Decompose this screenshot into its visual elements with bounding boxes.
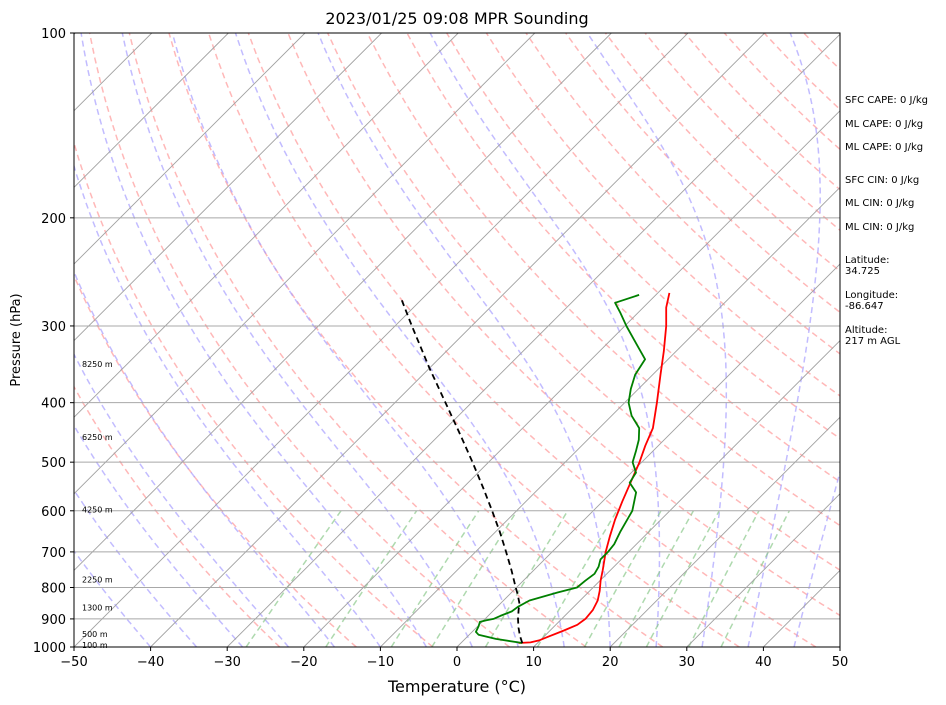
mixing-ratio-line — [720, 510, 790, 647]
x-tick-label: 30 — [679, 655, 696, 670]
ml-cape-text: ML CAPE: 0 J/kg — [845, 119, 924, 130]
dry-adiabat-line — [287, 33, 840, 617]
pressure-grid — [74, 33, 840, 647]
isotherm-line — [74, 33, 536, 495]
x-axis-label: Temperature (°C) — [387, 677, 526, 696]
y-tick-label: 700 — [41, 546, 66, 561]
height-label: 100 m — [82, 641, 108, 650]
isotherm-line — [74, 33, 612, 572]
height-label: 500 m — [82, 630, 108, 639]
moist-adiabat-line — [586, 33, 728, 647]
mixing-ratio-line — [688, 510, 760, 647]
x-tick-label: 50 — [832, 655, 849, 670]
y-tick-label: 100 — [41, 27, 66, 42]
x-tick-label: −10 — [367, 655, 394, 670]
dry-adiabat-line — [74, 385, 281, 647]
dry-adiabat-line — [74, 140, 434, 647]
y-tick-label: 300 — [41, 320, 66, 335]
moist-adiabat-line — [171, 33, 520, 647]
sounding-line — [518, 292, 671, 644]
y-tick-label: 800 — [41, 581, 66, 596]
dry-adiabat-line — [74, 273, 357, 647]
mixing-ratio-line — [484, 510, 569, 647]
y-axis-ticks: 100 200 300 400 500 600 700 800 900 1000 — [33, 27, 74, 656]
sfc-cape-text: SFC CAPE: 0 J/kg — [845, 95, 928, 106]
moist-adiabat-line — [317, 33, 611, 647]
ml-cin-text: ML CIN: 0 J/kg — [845, 198, 915, 209]
background-lines — [74, 33, 840, 647]
y-axis-label: Pressure (hPa) — [9, 293, 24, 386]
isotherm-line — [74, 33, 689, 647]
dry-adiabat-line — [485, 33, 840, 397]
dry-adiabat-line — [525, 33, 840, 355]
dry-adiabat-line — [247, 33, 817, 647]
latitude-text: Latitude: 34.725 — [845, 255, 890, 277]
x-tick-label: −50 — [60, 655, 87, 670]
sounding-line — [400, 297, 524, 644]
height-label: 1300 m — [82, 604, 113, 613]
isotherm-line — [533, 339, 840, 647]
ml-cin-text-2: ML CIN: 0 J/kg — [845, 222, 915, 233]
altitude-text: Altitude: 217 m AGL — [845, 325, 901, 347]
isotherm-line — [609, 416, 840, 647]
moist-adiabat-line — [80, 33, 428, 647]
y-tick-label: 400 — [41, 397, 66, 412]
sounding-series — [400, 292, 671, 644]
y-tick-label: 900 — [41, 613, 66, 628]
isotherm-line — [303, 110, 840, 647]
x-tick-label: −20 — [290, 655, 317, 670]
dry-adiabat-line — [565, 33, 840, 314]
dry-adiabat-line — [88, 33, 510, 647]
x-tick-label: 10 — [525, 655, 542, 670]
isotherm-line — [686, 493, 840, 647]
height-label: 8250 m — [82, 360, 113, 369]
moist-adiabat-line — [747, 33, 821, 647]
moist-adiabat-line — [74, 424, 244, 647]
moist-adiabat-line — [121, 33, 473, 647]
isotherm-line — [74, 33, 229, 189]
x-tick-label: 40 — [755, 655, 772, 670]
mixing-ratio-line — [645, 510, 720, 647]
longitude-text: Longitude: -86.647 — [845, 290, 899, 312]
dry-adiabat-line — [327, 33, 840, 571]
isotherm-line — [150, 33, 765, 647]
moist-adiabat-line — [74, 269, 335, 647]
moist-adiabat-line — [234, 33, 565, 647]
height-label: 6250 m — [82, 433, 113, 442]
sfc-cin-text: SFC CIN: 0 J/kg — [845, 175, 920, 186]
x-tick-label: 20 — [602, 655, 619, 670]
y-tick-label: 500 — [41, 456, 66, 471]
dry-adiabat-line — [366, 33, 840, 527]
y-tick-label: 1000 — [33, 641, 66, 656]
sounding-line — [475, 294, 646, 644]
mixing-ratio-line — [536, 510, 618, 647]
isotherm-line — [74, 33, 306, 265]
height-labels: 100 m 500 m 1300 m 2250 m 4250 m 6250 m 8250 m — [82, 360, 113, 650]
height-label: 4250 m — [82, 505, 113, 514]
isotherm-line — [226, 33, 840, 647]
x-axis-ticks: −50 −40 −30 −20 −10 0 10 20 30 40 50 — [60, 647, 848, 670]
x-tick-label: −30 — [213, 655, 240, 670]
dry-adiabat-line — [207, 33, 740, 647]
y-tick-label: 200 — [41, 212, 66, 227]
x-tick-label: 0 — [453, 655, 461, 670]
chart-title: 2023/01/25 09:08 MPR Sounding — [325, 9, 588, 28]
isotherm-line — [74, 33, 459, 418]
dry-adiabat-line — [446, 33, 840, 440]
isotherm-line — [456, 263, 840, 647]
height-label: 2250 m — [82, 576, 113, 585]
moist-adiabat-line — [429, 33, 661, 647]
mixing-ratio-line — [583, 510, 662, 647]
moist-adiabat-line — [74, 163, 382, 647]
moist-adiabat-line — [793, 469, 840, 647]
dry-adiabat-line — [128, 33, 587, 647]
isotherm-line — [380, 186, 840, 647]
isotherm-line — [74, 33, 382, 342]
x-tick-label: −40 — [137, 655, 164, 670]
ml-cape-text-2: ML CAPE: 0 J/kg — [845, 142, 924, 153]
y-tick-label: 600 — [41, 505, 66, 520]
